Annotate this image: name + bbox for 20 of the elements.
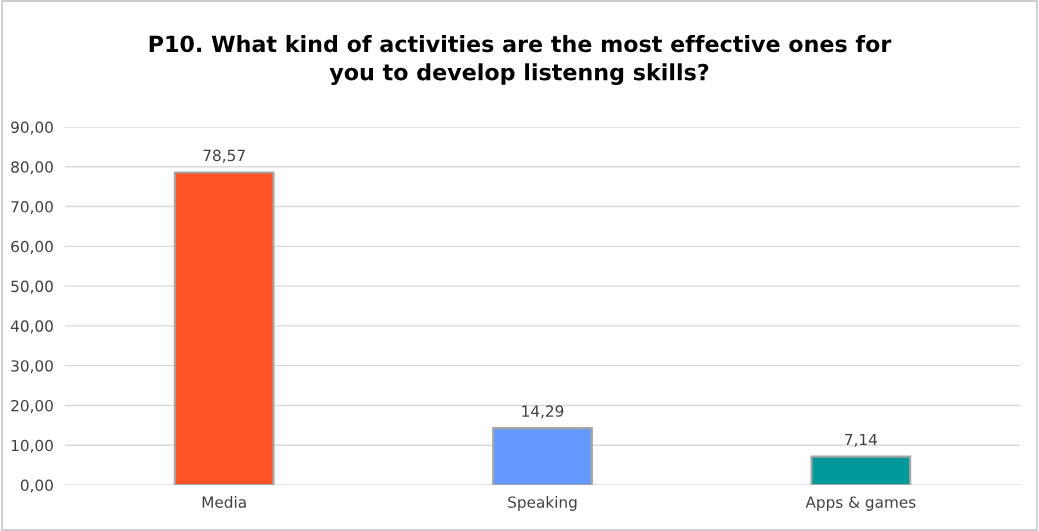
- y-tick-label: 40,00: [10, 320, 53, 334]
- y-tick-label: 30,00: [11, 360, 53, 374]
- y-tick-label: 10,00: [11, 439, 53, 453]
- bar: [810, 455, 912, 485]
- data-label: 78,57: [203, 149, 245, 163]
- y-tick-label: 20,00: [11, 399, 53, 414]
- y-tick-label: 80,00: [11, 161, 53, 175]
- y-tick-label: 70,00: [11, 201, 53, 215]
- chart-title: P10. What kind of activities are the most effective ones for you to develop listenng skills?: [149, 35, 892, 85]
- bar: [492, 427, 593, 485]
- x-tick-label: Speaking: [508, 496, 577, 511]
- y-tick-label: 50,00: [11, 280, 53, 294]
- x-tick-label: Apps & games: [805, 496, 916, 511]
- y-tick-label: 60,00: [11, 240, 53, 254]
- y-tick-label: 90,00: [11, 121, 53, 135]
- y-tick-label: 0,00: [20, 479, 53, 493]
- data-label: 14,29: [522, 405, 564, 419]
- x-tick-label: Media: [202, 496, 246, 508]
- data-label: 7,14: [845, 433, 877, 447]
- bar: [173, 171, 275, 485]
